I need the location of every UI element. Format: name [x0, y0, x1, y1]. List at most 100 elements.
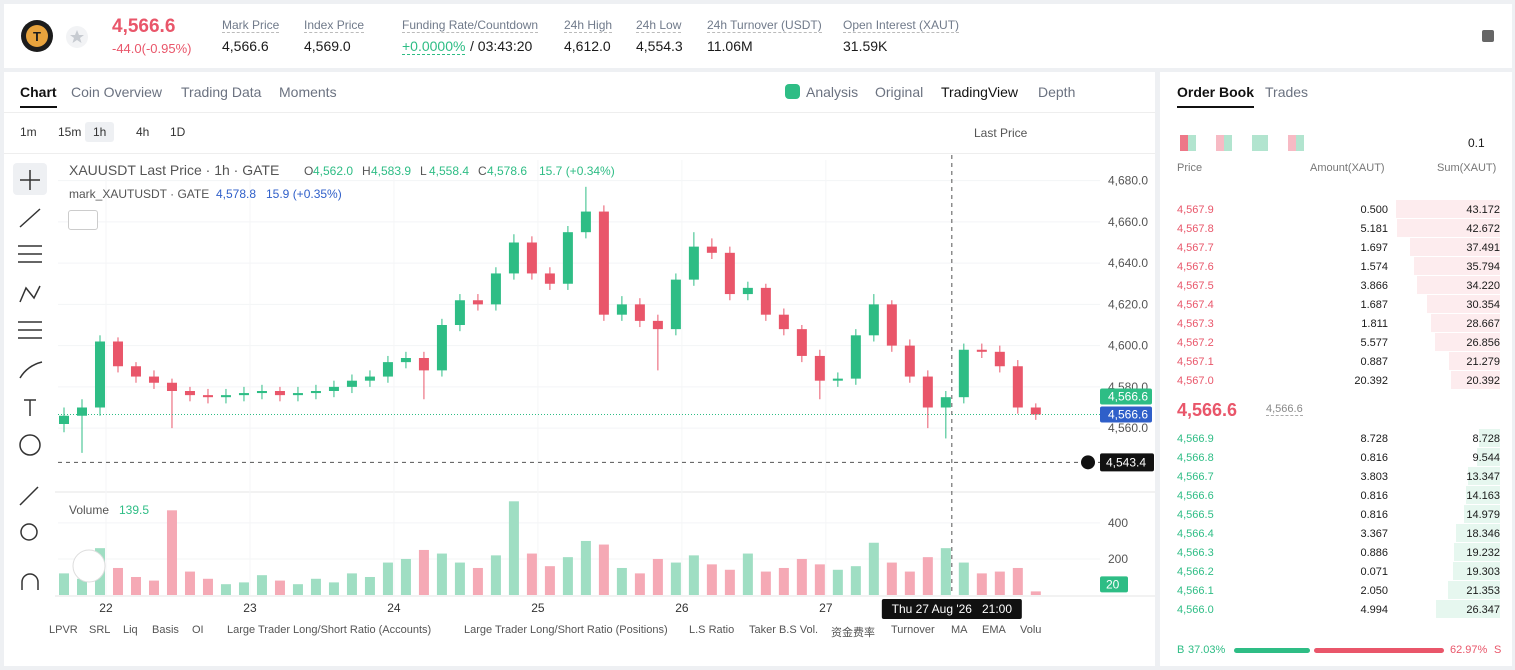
volume-bar [490, 555, 501, 595]
chart-tab[interactable]: Coin Overview [71, 84, 163, 100]
interval[interactable]: 1m [20, 125, 37, 139]
last-price: 4,566.6 [112, 16, 176, 37]
indicator[interactable]: Taker B.S Vol. [749, 624, 819, 636]
interval[interactable]: 1h [85, 122, 115, 142]
mark-price-label: 4,566.6 [1108, 408, 1148, 422]
y-tick-label: 4,600.0 [1108, 339, 1148, 353]
volume-bar [778, 567, 789, 595]
volume-bar [904, 571, 915, 595]
candle-body [1030, 407, 1041, 415]
interval[interactable]: 1D [170, 125, 186, 139]
stat-value: +0.0000% [402, 38, 466, 55]
layout-icon[interactable] [1180, 135, 1196, 151]
candle-body [292, 393, 303, 396]
indicator[interactable]: EMA [982, 624, 1006, 636]
analysis-icon[interactable] [785, 84, 800, 99]
interval[interactable]: 4h [136, 125, 150, 139]
stat-value: 11.06M [707, 38, 753, 54]
candle-body [94, 341, 105, 408]
indicator[interactable]: Large Trader Long/Short Ratio (Positions… [464, 624, 668, 636]
indicator[interactable]: OI [192, 624, 204, 636]
volume-bar [616, 567, 627, 595]
layout-icon[interactable] [1252, 135, 1268, 151]
indicator[interactable]: Volu [1020, 624, 1042, 636]
indicator[interactable]: Basis [152, 624, 179, 636]
candle-body [76, 407, 87, 416]
volume-bar [670, 562, 681, 595]
indicator[interactable]: SRL [89, 624, 111, 636]
candle-body [994, 351, 1005, 367]
indicator[interactable]: Large Trader Long/Short Ratio (Accounts) [227, 624, 432, 636]
candle-body [1012, 366, 1023, 408]
add-alert [1081, 455, 1095, 470]
chart-tab[interactable]: Moments [279, 84, 337, 100]
chart-tab[interactable]: Chart [20, 84, 57, 108]
volume-bar [436, 553, 447, 595]
volume-bar [382, 562, 393, 595]
asks-sum: 35.794 [1466, 261, 1500, 273]
indicator[interactable]: LPVR [49, 624, 78, 636]
indicator[interactable]: MA [951, 624, 968, 636]
ohlc-value: 4,578.6 [487, 164, 528, 178]
bids-amount: 0.816 [1360, 490, 1388, 502]
last-price-box [1100, 388, 1152, 405]
view-tab[interactable]: Depth [1038, 84, 1076, 100]
stat-label: Mark Price [222, 18, 280, 33]
volume-bar [292, 584, 303, 595]
volume-bar [202, 578, 213, 595]
stat-value: 31.59K [843, 38, 888, 54]
volume-bar [346, 573, 357, 595]
indicator[interactable]: Turnover [891, 624, 935, 636]
chart-tab[interactable]: Trading Data [181, 84, 262, 100]
ob-tab[interactable]: Trades [1265, 84, 1309, 100]
price-type[interactable]: Last Price [974, 126, 1028, 140]
layout-icon[interactable] [1288, 135, 1304, 151]
precision[interactable]: 0.1 [1468, 136, 1485, 150]
last-price-label: 4,566.6 [1108, 390, 1148, 404]
bids-sum: 21.353 [1466, 585, 1500, 597]
interval[interactable]: 15m [58, 125, 82, 139]
volume-bar [868, 542, 879, 595]
volume-last-label: 20 [1106, 577, 1120, 591]
stat-label: Index Price [304, 18, 365, 33]
candle-body [400, 358, 411, 363]
x-tick-label: 27 [819, 601, 833, 615]
asks-price: 4,567.8 [1177, 223, 1214, 235]
bids-amount: 8.728 [1360, 433, 1388, 445]
volume-bar [994, 571, 1005, 595]
candle-body [130, 366, 141, 377]
volume-bar [328, 582, 339, 595]
stat-value: 4,612.0 [564, 38, 611, 54]
layout-icon[interactable] [1216, 135, 1232, 151]
settings-icon[interactable] [1480, 28, 1496, 44]
mark-value: 4,578.8 [216, 187, 257, 201]
asks-price: 4,567.4 [1177, 299, 1214, 311]
view-tab[interactable]: Analysis [806, 84, 859, 100]
ohlc-value: 4,558.4 [429, 164, 470, 178]
indicator[interactable]: 资金费率 [831, 627, 875, 639]
volume-value: 139.5 [119, 503, 150, 517]
candle-body [310, 391, 321, 394]
indicator[interactable]: L.S Ratio [689, 624, 735, 636]
volume-bar [400, 558, 411, 595]
mark-change: 15.9 (+0.35%) [266, 187, 342, 201]
asks-depth-bar [1417, 276, 1500, 294]
indicator[interactable]: Liq [123, 624, 138, 636]
volume-bar [310, 578, 321, 595]
ob-tab[interactable]: Order Book [1177, 84, 1255, 108]
favorite-star[interactable] [65, 25, 89, 49]
candle-body [202, 395, 213, 398]
asks-amount: 1.687 [1360, 299, 1388, 311]
view-tab[interactable]: Original [875, 84, 924, 100]
view-tab[interactable]: TradingView [941, 84, 1019, 100]
y-tick-label: 4,640.0 [1108, 256, 1148, 270]
ob-col: Amount(XAUT) [1310, 162, 1385, 174]
collapse-button[interactable] [68, 210, 98, 230]
volume-bar [58, 573, 69, 595]
chart: 4,560.04,580.04,600.04,620.04,640.04,660… [13, 155, 1155, 619]
candle-body [616, 304, 627, 315]
volume-bar [814, 564, 825, 595]
stat-extra: / 03:43:20 [470, 38, 533, 54]
legend-title: XAUUSDT Last Price · 1h · GATE [69, 162, 280, 178]
bids-price: 4,566.1 [1177, 585, 1214, 597]
